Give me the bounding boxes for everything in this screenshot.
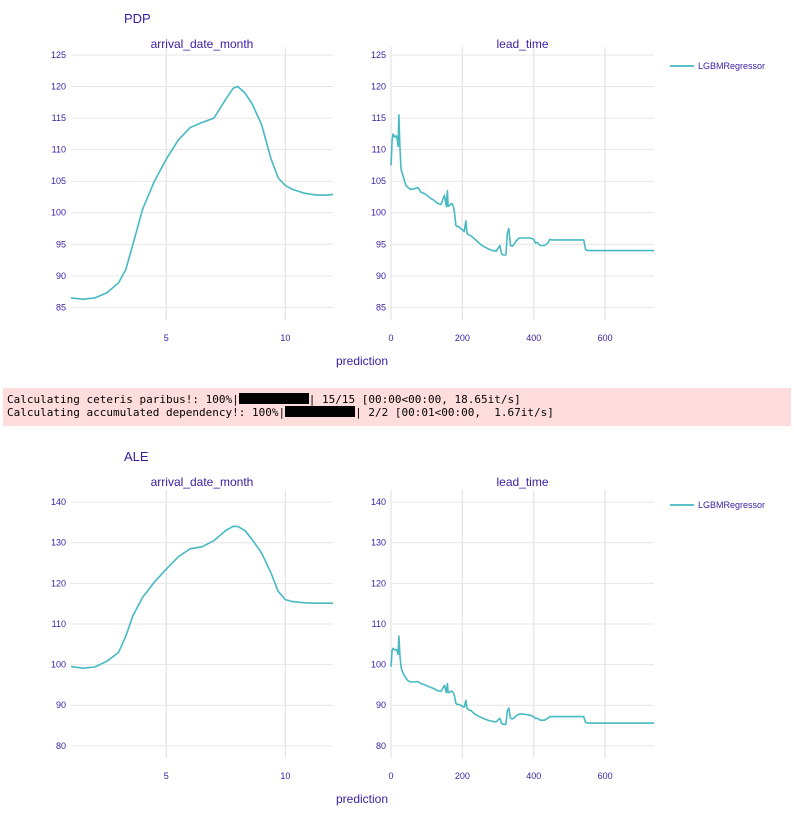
y-tick-label: 110 xyxy=(372,145,386,155)
x-axis-title: prediction xyxy=(336,354,388,368)
x-tick-label: 5 xyxy=(164,333,169,343)
legend: LGBMRegressor xyxy=(670,61,765,71)
y-tick-label: 105 xyxy=(371,176,386,186)
y-tick-label: 115 xyxy=(372,113,386,123)
x-tick-label: 200 xyxy=(455,771,470,781)
y-tick-label: 100 xyxy=(371,208,386,218)
series-line xyxy=(70,85,334,300)
y-tick-label: 115 xyxy=(52,113,66,123)
panel-subtitle: lead_time xyxy=(496,475,548,489)
panel-lead-time: 80 90 100 110 120 130 140 0 200 400 600 lead_time xyxy=(371,475,654,781)
log-line-2-suffix: | 2/2 [00:01<00:00, 1.67it/s] xyxy=(355,406,554,419)
series-line xyxy=(390,114,654,256)
x-tick-label: 600 xyxy=(598,771,613,781)
y-tick-label: 90 xyxy=(376,700,386,710)
x-tick-label: 200 xyxy=(455,333,470,343)
log-line-1: Calculating ceteris paribus!: 100%| | 15/… xyxy=(7,393,787,406)
y-tick-label: 110 xyxy=(52,619,66,629)
pdp-figure: PDP 85 90 95 100 105 110 115 120 125 5 10 arrival_d… xyxy=(0,0,794,385)
y-tick-label: 85 xyxy=(56,302,66,312)
y-tick-label: 95 xyxy=(376,239,386,249)
ale-title: ALE xyxy=(124,449,149,464)
log-line-2-prefix: Calculating accumulated dependency!: 100… xyxy=(7,406,286,419)
progress-bar-2 xyxy=(285,406,356,417)
x-tick-label: 5 xyxy=(164,771,169,781)
y-tick-label: 130 xyxy=(51,538,66,548)
panel-subtitle: lead_time xyxy=(496,37,548,51)
y-tick-label: 90 xyxy=(56,271,66,281)
x-tick-label: 10 xyxy=(280,771,290,781)
y-tick-label: 120 xyxy=(51,82,66,92)
y-tick-label: 100 xyxy=(371,660,386,670)
y-tick-label: 120 xyxy=(371,82,386,92)
progress-log: Calculating ceteris paribus!: 100%| | 15/… xyxy=(3,388,791,426)
y-tick-label: 140 xyxy=(371,497,386,507)
y-tick-label: 100 xyxy=(51,660,66,670)
panel-subtitle: arrival_date_month xyxy=(151,37,254,51)
x-tick-label: 600 xyxy=(598,333,613,343)
y-tick-label: 105 xyxy=(51,176,66,186)
panel-arrival-date-month: 85 90 95 100 105 110 115 120 125 5 10 arrival_date_… xyxy=(51,37,334,343)
x-tick-label: 0 xyxy=(388,771,393,781)
y-tick-label: 120 xyxy=(371,578,386,588)
y-tick-label: 110 xyxy=(52,145,66,155)
ale-chart: 80 90 100 110 120 130 140 5 10 arrival_date_month… xyxy=(51,475,765,806)
y-tick-label: 90 xyxy=(376,271,386,281)
panel-subtitle: arrival_date_month xyxy=(151,475,254,489)
log-line-2: Calculating accumulated dependency!: 100… xyxy=(7,406,787,419)
y-tick-label: 100 xyxy=(51,208,66,218)
pdp-title: PDP xyxy=(124,11,151,26)
log-line-1-prefix: Calculating ceteris paribus!: 100%| xyxy=(7,393,239,406)
ale-figure: ALE 80 90 100 110 120 130 140 5 10 arrival_date_m… xyxy=(0,438,794,814)
legend-label: LGBMRegressor xyxy=(698,61,765,71)
x-tick-label: 400 xyxy=(526,771,541,781)
pdp-chart: 85 90 95 100 105 110 115 120 125 5 10 arrival_date_… xyxy=(51,37,765,368)
y-tick-label: 140 xyxy=(51,497,66,507)
progress-bar-1 xyxy=(238,393,309,404)
y-tick-label: 80 xyxy=(56,741,66,751)
x-tick-label: 400 xyxy=(526,333,541,343)
x-tick-label: 10 xyxy=(280,333,290,343)
legend: LGBMRegressor xyxy=(670,500,765,510)
legend-label: LGBMRegressor xyxy=(698,500,765,510)
x-tick-label: 0 xyxy=(388,333,393,343)
y-tick-label: 90 xyxy=(56,700,66,710)
x-axis-title: prediction xyxy=(336,792,388,806)
y-tick-label: 125 xyxy=(51,50,66,60)
y-tick-label: 110 xyxy=(372,619,386,629)
panel-arrival-date-month: 80 90 100 110 120 130 140 5 10 arrival_date_month xyxy=(51,475,333,781)
y-tick-label: 95 xyxy=(56,239,66,249)
series-line xyxy=(70,525,333,669)
panel-lead-time: 85 90 95 100 105 110 115 120 125 0 200 400 600 lead_t… xyxy=(371,37,654,343)
y-tick-label: 120 xyxy=(51,578,66,588)
y-tick-label: 85 xyxy=(376,302,386,312)
log-line-1-suffix: | 15/15 [00:00<00:00, 18.65it/s] xyxy=(308,393,521,406)
y-tick-label: 125 xyxy=(371,50,386,60)
y-tick-label: 80 xyxy=(376,741,386,751)
y-tick-label: 130 xyxy=(371,538,386,548)
series-line xyxy=(390,635,654,726)
